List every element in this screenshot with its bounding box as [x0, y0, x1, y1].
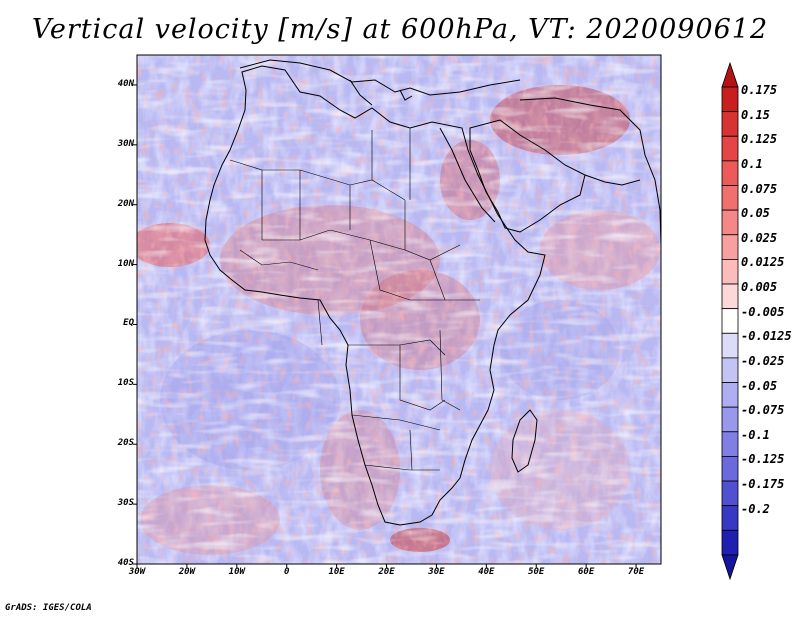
lon-label: 60E: [578, 567, 595, 577]
colorbar-swatch: [721, 431, 739, 457]
lon-label: 0: [283, 567, 290, 577]
lat-label: 20N: [117, 198, 134, 209]
lat-label: 30N: [117, 138, 134, 149]
colorbar-swatch: [721, 505, 739, 531]
colorbar-label: -0.075: [741, 403, 785, 418]
colorbar-label: 0.15: [741, 107, 770, 122]
colorbar-label: -0.2: [741, 501, 770, 516]
country-borders: [229, 128, 480, 471]
lat-label: 10S: [117, 378, 134, 389]
grads-credit: GrADS: IGES/COLA: [5, 603, 92, 613]
colorbar-swatch: [721, 135, 739, 162]
colorbar-label: 0.1: [741, 156, 763, 171]
plot-frame: [136, 54, 662, 565]
colorbar-swatch: [721, 283, 739, 310]
colorbar-label: 0.005: [741, 280, 778, 295]
colorbar-swatch: [721, 456, 739, 482]
colorbar-top-arrow: [721, 61, 739, 88]
colorbar-label: -0.175: [741, 477, 785, 492]
colorbar-label: -0.125: [741, 452, 785, 467]
colorbar-swatch: [721, 86, 739, 113]
colorbar-label: -0.025: [741, 353, 785, 368]
colorbar-bottom-arrow: [721, 554, 739, 581]
colorbar-label: 0.075: [741, 181, 778, 196]
coastlines: [204, 59, 661, 526]
colorbar-label: 0.0125: [741, 255, 785, 270]
colorbar-label: 0.125: [741, 132, 778, 147]
lon-label: 40E: [478, 567, 495, 577]
lat-label: 20S: [117, 438, 134, 449]
lon-label: 30W: [128, 567, 146, 577]
colorbar-swatch: [721, 382, 739, 408]
colorbar-label: -0.0125: [741, 329, 792, 344]
colorbar-swatch: [721, 258, 739, 285]
colorbar-swatch: [721, 234, 739, 260]
colorbar-swatch: [721, 480, 739, 507]
colorbar-label: -0.1: [741, 427, 770, 442]
chart-title: Vertical velocity [m/s] at 600hPa, VT: 2…: [31, 14, 769, 45]
colorbar-label: 0.175: [741, 83, 778, 97]
lon-label: 50E: [528, 567, 545, 577]
colorbar: [721, 61, 739, 581]
colorbar-swatch: [721, 209, 739, 236]
lon-label: 30E: [428, 567, 445, 577]
lon-label: 20W: [178, 567, 196, 577]
colorbar-label: -0.005: [741, 304, 785, 319]
lat-label: EQ: [123, 318, 134, 329]
colorbar-swatch: [721, 406, 739, 433]
colorbar-swatch: [721, 111, 739, 137]
axis-ticks: [133, 84, 637, 568]
lat-label: 40S: [117, 558, 134, 568]
colorbar-swatch: [721, 357, 739, 383]
velocity-field: [137, 55, 661, 564]
colorbar-label: -0.05: [741, 378, 778, 393]
colorbar-swatch: [721, 332, 739, 359]
lat-label: 40N: [117, 78, 134, 89]
colorbar-swatch: [721, 160, 739, 186]
lon-label: 10W: [228, 567, 245, 577]
colorbar-swatch: [721, 308, 739, 334]
lon-label: 70E: [627, 567, 645, 577]
lat-label: 10N: [117, 258, 134, 269]
lon-label: 10E: [328, 567, 345, 577]
colorbar-label: 0.05: [741, 206, 770, 221]
lon-label: 20E: [378, 567, 395, 577]
colorbar-label: 0.025: [741, 230, 778, 245]
colorbar-swatch: [721, 529, 739, 556]
lat-label: 30S: [117, 498, 134, 509]
colorbar-swatch: [721, 185, 739, 211]
